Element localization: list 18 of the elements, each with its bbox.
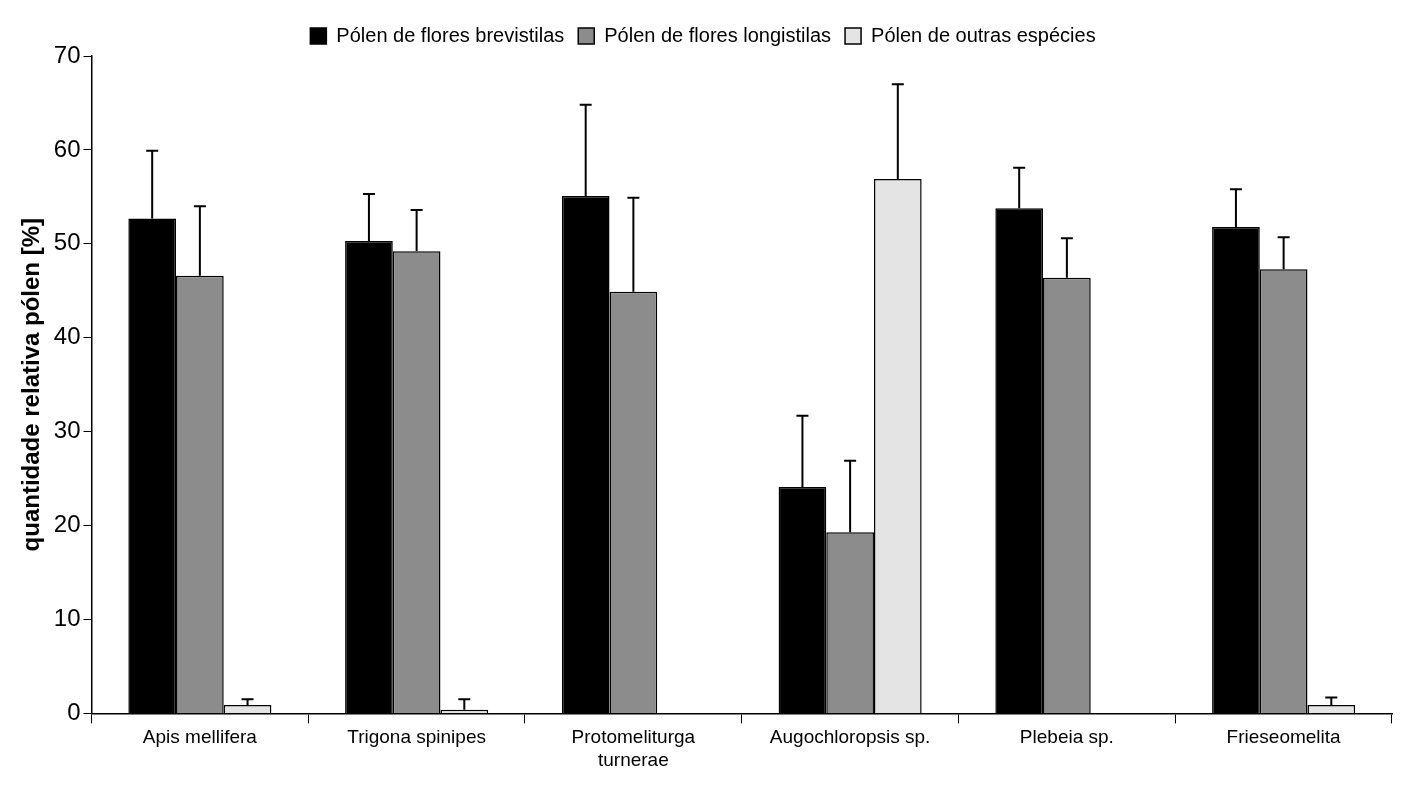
- x-tick-label: Trigona spinipes: [347, 726, 486, 748]
- x-tick-label: Plebeia sp.: [1019, 726, 1114, 748]
- y-axis-title: quantidade relativa pólen [%]: [17, 218, 45, 552]
- x-tick-label: Apis mellifera: [142, 726, 258, 748]
- y-tick-label: 10: [53, 604, 81, 632]
- y-tick-label: 60: [53, 134, 81, 162]
- legend-label: Pólen de flores longistilas: [604, 23, 832, 46]
- y-tick-label: 70: [53, 40, 81, 68]
- y-tick-label: 40: [53, 322, 81, 350]
- x-tick-label: Protomeliturga turnerae: [571, 726, 696, 770]
- y-tick-label: 50: [53, 228, 81, 256]
- y-tick-label: 20: [53, 510, 81, 538]
- legend-label: Pólen de flores brevistilas: [336, 23, 565, 46]
- x-tick-label: Augochloropsis sp.: [769, 726, 931, 748]
- legend-label: Pólen de outras espécies: [871, 23, 1096, 46]
- x-tick-label: Frieseomelita: [1226, 726, 1342, 748]
- y-tick-label: 0: [67, 698, 81, 726]
- y-tick-label: 30: [53, 416, 81, 444]
